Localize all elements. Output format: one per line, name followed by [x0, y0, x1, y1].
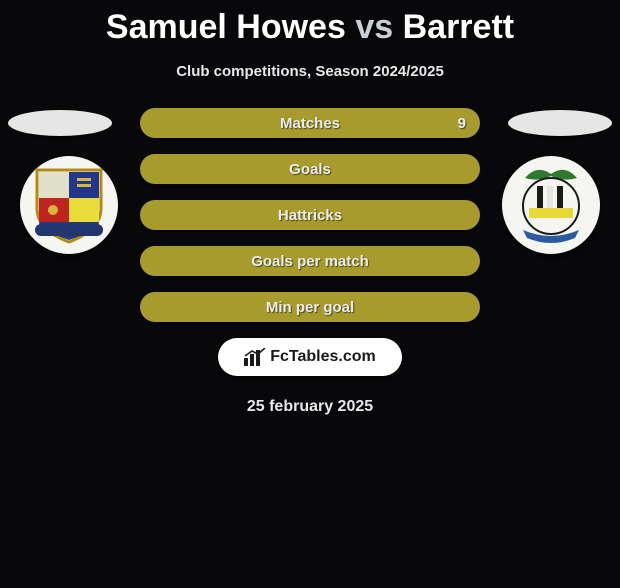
- stat-label: Goals per match: [251, 253, 369, 270]
- comparison-stage: Matches 9 Goals Hattricks Goals per match Min…: [0, 108, 620, 416]
- club-crest-left: [20, 156, 118, 254]
- shield-icon: [33, 164, 105, 246]
- vs-text: vs: [355, 8, 393, 46]
- stat-label: Min per goal: [266, 299, 354, 316]
- player1-name: Samuel Howes: [106, 8, 346, 46]
- stat-right-value: 9: [458, 115, 466, 132]
- stat-bar: Goals: [140, 154, 480, 184]
- club-crest-right: [502, 156, 600, 254]
- stat-bar: Min per goal: [140, 292, 480, 322]
- subtitle: Club competitions, Season 2024/2025: [0, 63, 620, 80]
- stat-bar: Goals per match: [140, 246, 480, 276]
- stat-bars: Matches 9 Goals Hattricks Goals per match Min…: [140, 108, 480, 322]
- right-ellipse: [508, 110, 612, 136]
- promo-text: FcTables.com: [270, 348, 376, 366]
- date-text: 25 february 2025: [0, 398, 620, 416]
- player2-name: Barrett: [403, 8, 514, 46]
- page-title: Samuel Howes vs Barrett: [0, 8, 620, 47]
- chart-icon: [244, 348, 266, 366]
- stat-bar: Matches 9: [140, 108, 480, 138]
- stat-label: Matches: [280, 115, 340, 132]
- stat-label: Goals: [289, 161, 331, 178]
- badge-icon: [515, 164, 587, 246]
- stat-label: Hattricks: [278, 207, 342, 224]
- left-ellipse: [8, 110, 112, 136]
- promo-pill[interactable]: FcTables.com: [218, 338, 402, 376]
- stat-bar: Hattricks: [140, 200, 480, 230]
